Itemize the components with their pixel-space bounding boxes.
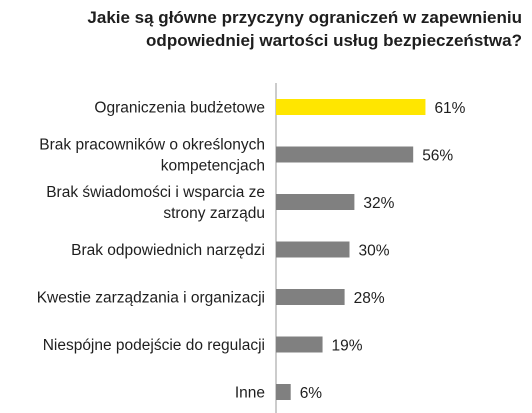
value-label-4: 30% <box>359 243 390 260</box>
category-label-6: Niespójne podejście do regulacji <box>43 337 265 354</box>
chart-title-line-1: Jakie są główne przyczyny ograniczeń w z… <box>87 8 522 27</box>
value-label-7: 6% <box>300 385 323 402</box>
category-label-4: Brak odpowiednich narzędzi <box>71 242 265 259</box>
chart-title: Jakie są główne przyczyny ograniczeń w z… <box>10 6 522 52</box>
bar-4 <box>276 241 350 258</box>
category-label-1: Ograniczenia budżetowe <box>94 100 265 117</box>
value-label-6: 19% <box>332 338 363 355</box>
category-label-3-line-2: strony zarządu <box>163 205 265 222</box>
value-label-3: 32% <box>363 195 394 212</box>
value-label-1: 61% <box>434 100 465 117</box>
value-label-5: 28% <box>354 290 385 307</box>
category-label-7: Inne <box>235 385 265 402</box>
bar-6 <box>276 336 323 353</box>
category-label-2-line-2: kompetencjach <box>161 158 265 175</box>
bar-3 <box>276 194 355 210</box>
value-label-2: 56% <box>422 148 453 165</box>
bar-5 <box>276 289 345 305</box>
category-label-3-line-1: Brak świadomości i wsparcia ze <box>46 184 265 201</box>
bar-1 <box>276 99 426 115</box>
bar-7 <box>276 384 291 400</box>
chart-title-line-2: odpowiedniej wartości usług bezpieczeńst… <box>146 31 522 50</box>
bar-2 <box>276 146 414 163</box>
category-label-2-line-1: Brak pracowników o określonych <box>39 137 265 154</box>
category-label-5: Kwestie zarządzania i organizacji <box>37 290 265 307</box>
